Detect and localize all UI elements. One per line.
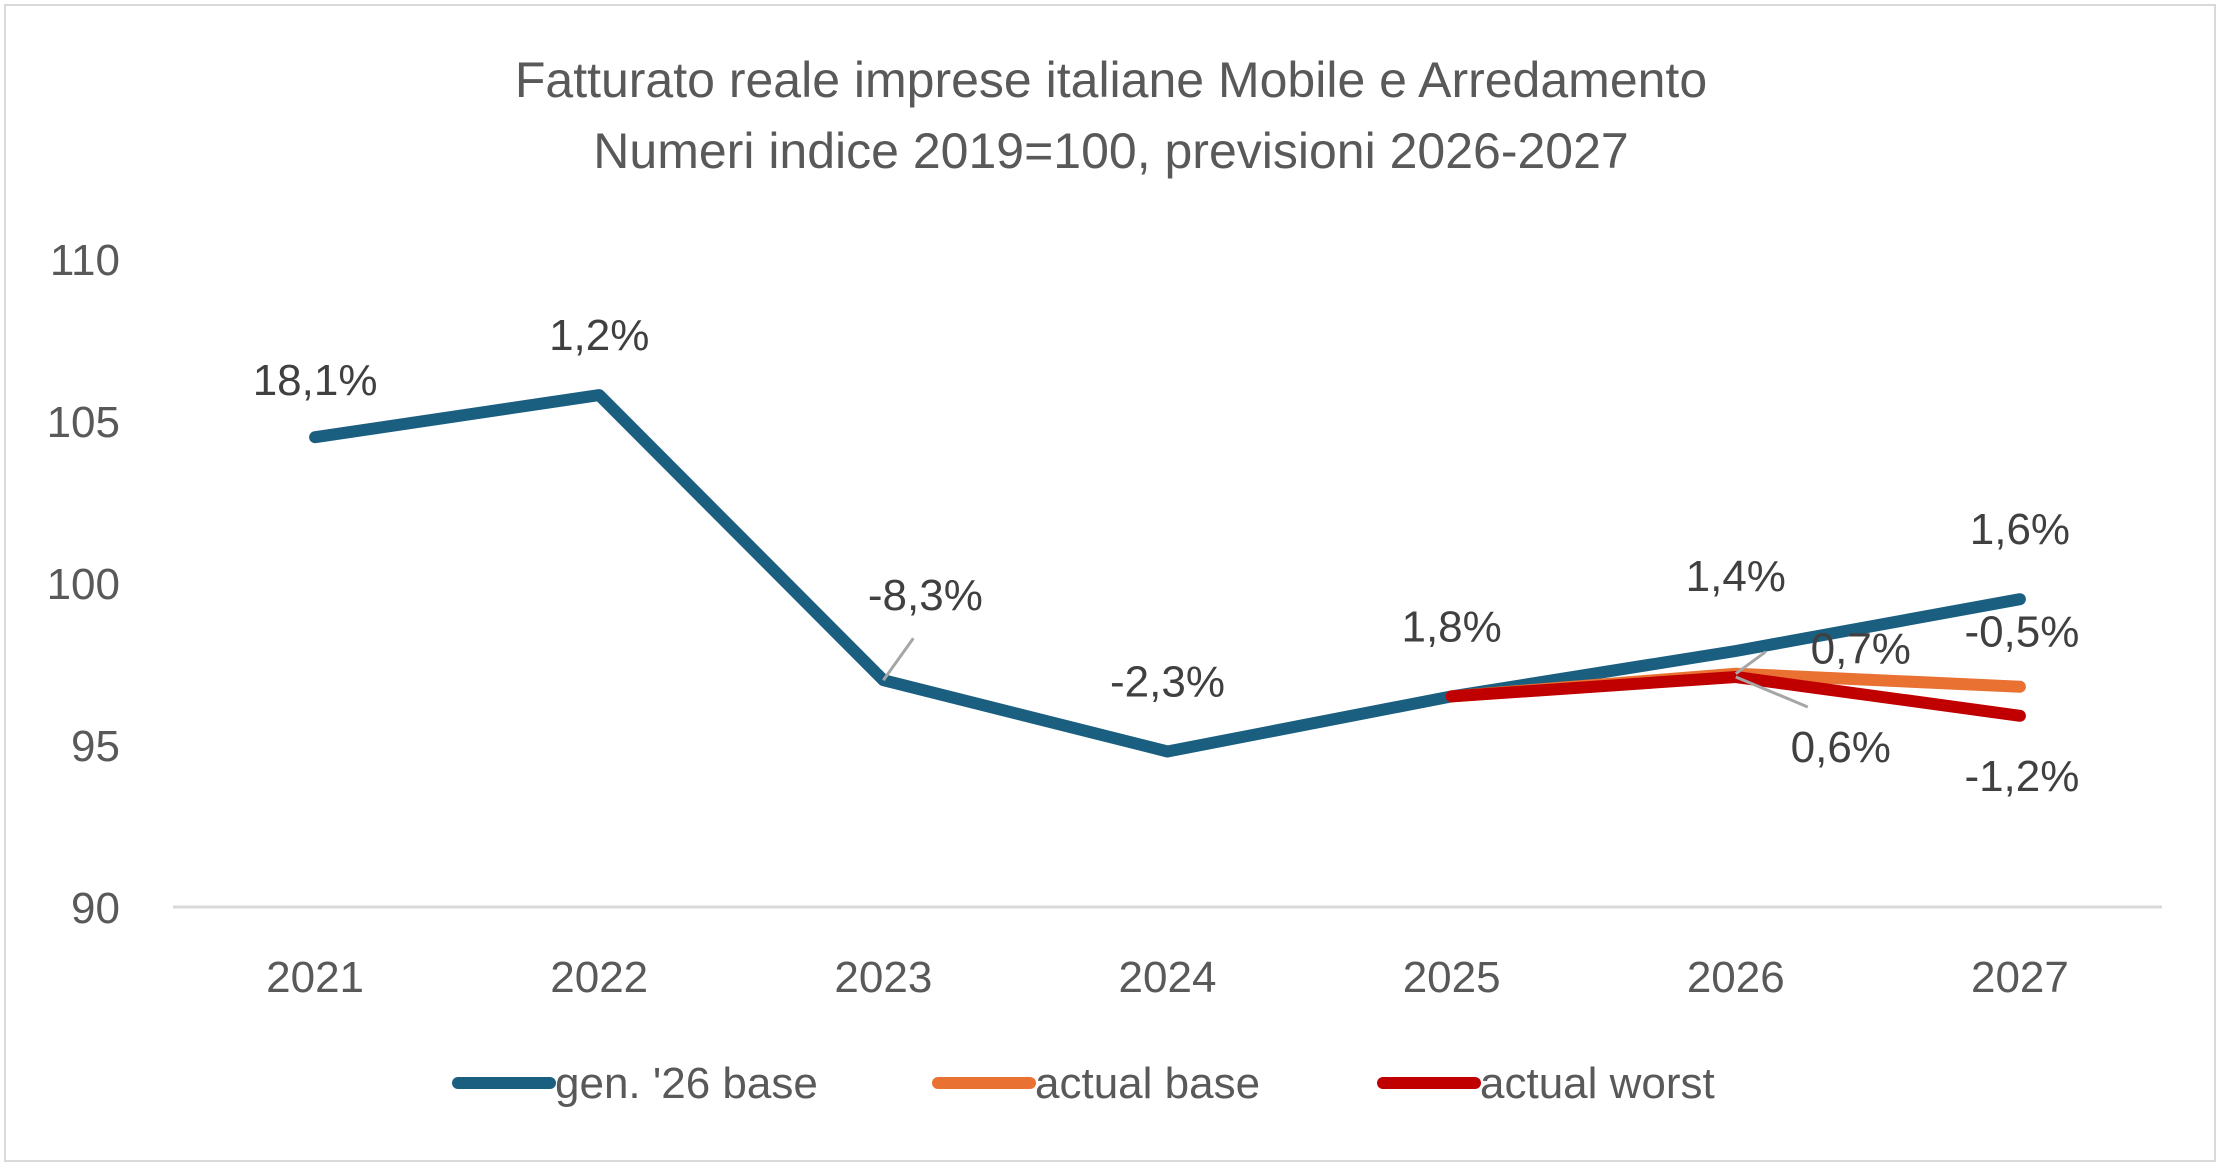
data-label: 1,2% bbox=[549, 311, 649, 360]
leader-line bbox=[1735, 675, 1809, 709]
legend-item: gen. '26 base bbox=[452, 1059, 818, 1108]
x-tick-label: 2023 bbox=[834, 953, 932, 1002]
legend-item: actual worst bbox=[1377, 1059, 1715, 1108]
data-label: 0,6% bbox=[1791, 723, 1891, 772]
data-label: -0,5% bbox=[1964, 608, 2079, 657]
x-tick-label: 2026 bbox=[1687, 953, 1785, 1002]
x-tick-label: 2025 bbox=[1403, 953, 1501, 1002]
data-label: 1,6% bbox=[1970, 505, 2070, 554]
data-label: -8,3% bbox=[868, 571, 983, 620]
x-tick-label: 2022 bbox=[550, 953, 648, 1002]
data-label: 1,4% bbox=[1686, 552, 1786, 601]
data-label: 18,1% bbox=[253, 356, 378, 405]
x-tick-label: 2021 bbox=[266, 953, 364, 1002]
legend-label: actual worst bbox=[1480, 1059, 1715, 1108]
axes: 90 95 100 105 110 2021 2022 2023 2024 2025 2026 202… bbox=[47, 236, 2162, 1002]
legend-label: actual base bbox=[1035, 1059, 1260, 1108]
y-tick-label: 110 bbox=[50, 236, 120, 285]
y-tick-label: 90 bbox=[71, 884, 120, 933]
y-tick-label: 100 bbox=[47, 560, 120, 609]
y-tick-label: 95 bbox=[71, 722, 120, 771]
chart-frame bbox=[4, 4, 2216, 1162]
data-label: -2,3% bbox=[1110, 657, 1225, 706]
chart-subtitle: Numeri indice 2019=100, previsioni 2026-… bbox=[593, 123, 1628, 179]
data-label: 1,8% bbox=[1401, 602, 1501, 651]
legend-label: gen. '26 base bbox=[555, 1059, 818, 1108]
data-label: -1,2% bbox=[1964, 752, 2079, 801]
legend: gen. '26 base actual base actual worst bbox=[452, 1059, 1715, 1108]
data-labels: 18,1% 1,2% -8,3% -2,3% 1,8% 1,4% 1,6% 0,7% -0,5%… bbox=[253, 311, 2080, 801]
data-label: 0,7% bbox=[1811, 625, 1911, 674]
x-tick-label: 2024 bbox=[1119, 953, 1217, 1002]
leader-line bbox=[882, 637, 915, 682]
legend-item: actual base bbox=[932, 1059, 1260, 1108]
y-tick-label: 105 bbox=[47, 398, 120, 447]
leader-line bbox=[1734, 650, 1767, 675]
x-tick-label: 2027 bbox=[1971, 953, 2069, 1002]
series-line-gen-26-base bbox=[309, 389, 2026, 758]
chart-title: Fatturato reale imprese italiane Mobile … bbox=[515, 52, 1707, 108]
